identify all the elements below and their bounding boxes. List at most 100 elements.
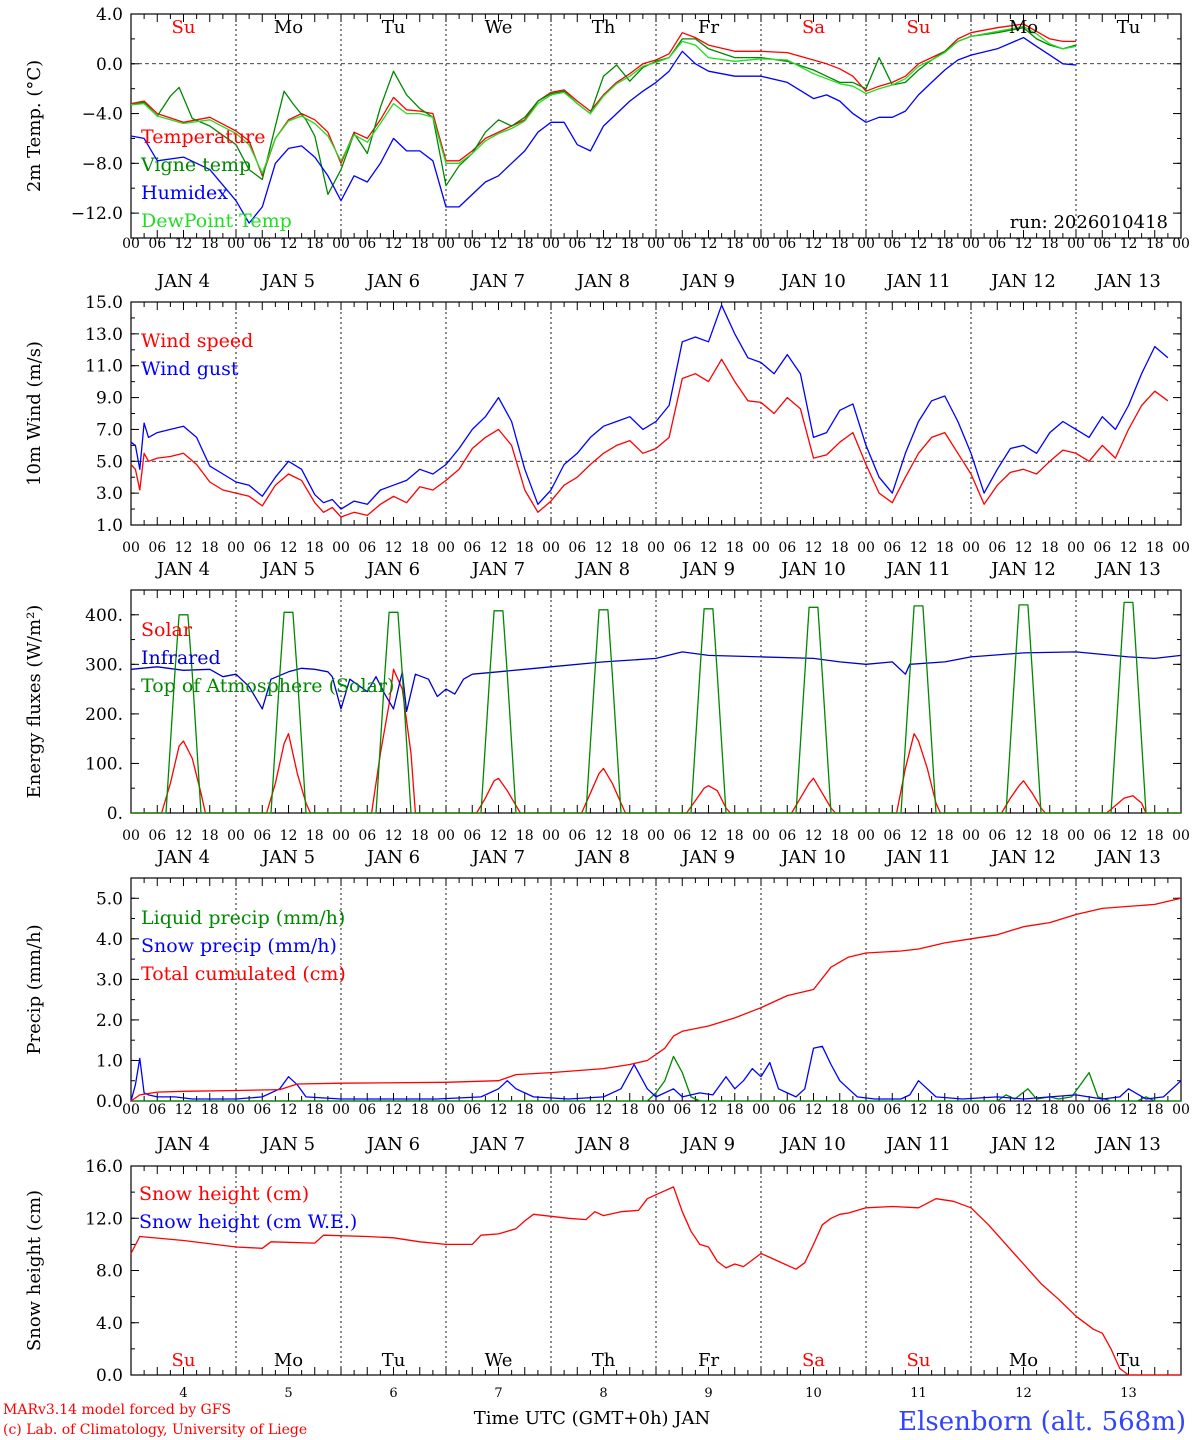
- y-tick-label: 5.0: [96, 452, 123, 472]
- hour-tick-label: 06: [568, 828, 586, 844]
- y-tick-label: −4.0: [82, 105, 123, 125]
- day-label: JAN 8: [575, 1134, 630, 1155]
- hour-tick-label: 12: [1015, 540, 1033, 556]
- hour-tick-label: 00: [227, 540, 245, 556]
- y-tick-label: 4.0: [96, 930, 123, 950]
- hour-tick-label: 12: [280, 540, 298, 556]
- hour-tick-label: 18: [306, 236, 324, 252]
- hour-tick-label: 06: [988, 828, 1006, 844]
- day-label: JAN 10: [779, 1134, 846, 1155]
- hour-tick-label: 00: [332, 236, 350, 252]
- y-tick-label: 12.0: [85, 1209, 123, 1229]
- panel-1: 4.0 0.0 −4.0 −8.0 −12.0 2m Temp. (°C) Temperat…: [24, 5, 1190, 292]
- day-label: JAN 5: [260, 559, 315, 580]
- hour-tick-label: 00: [647, 540, 665, 556]
- legend-entry: Top of Atmosphere (Solar): [141, 675, 394, 697]
- weekday-label: Tu: [1117, 1350, 1141, 1371]
- hour-tick-label: 00: [1067, 540, 1085, 556]
- credit-line-2: (c) Lab. of Climatology, University of L…: [3, 1422, 307, 1438]
- hour-tick-label: 12: [280, 828, 298, 844]
- hour-tick-label: 00: [962, 828, 980, 844]
- hour-tick-label: 06: [883, 828, 901, 844]
- hour-tick-label: 00: [647, 828, 665, 844]
- hour-tick-label: 12: [595, 236, 613, 252]
- legend-entry: Wind gust: [141, 358, 239, 380]
- weekday-label: Tu: [1117, 17, 1141, 38]
- legend-entry: Temperature: [141, 126, 265, 148]
- series-line: [130, 651, 1182, 713]
- legend-entry: Snow height (cm): [139, 1183, 309, 1205]
- day-label: JAN 7: [470, 847, 525, 868]
- hour-tick-label: 18: [936, 236, 954, 252]
- series-line: [130, 36, 1077, 224]
- y-tick-label: 2.0: [96, 1011, 123, 1031]
- hour-tick-label: 06: [253, 1102, 271, 1118]
- hour-tick-label: 12: [490, 1102, 508, 1118]
- hour-tick-label: 00: [227, 1102, 245, 1118]
- day-number: 5: [284, 1386, 292, 1401]
- day-label: JAN 5: [260, 1134, 315, 1155]
- hour-tick-label: 12: [385, 828, 403, 844]
- hour-tick-label: 12: [1015, 828, 1033, 844]
- y-tick-label: 4.0: [96, 1314, 123, 1334]
- hour-tick-label: 06: [988, 540, 1006, 556]
- day-label: JAN 4: [155, 271, 210, 292]
- day-label: JAN 11: [884, 271, 951, 292]
- legend-entry: Liquid precip (mm/h): [141, 907, 345, 929]
- y-axis-title: 10m Wind (m/s): [24, 341, 45, 486]
- y-tick-label: 300.: [85, 655, 123, 675]
- weekday-label: Mo: [1009, 1350, 1038, 1371]
- day-label: JAN 13: [1094, 1134, 1161, 1155]
- hour-tick-label: 00: [752, 236, 770, 252]
- hour-tick-label: 12: [1120, 828, 1138, 844]
- hour-tick-label: 00: [962, 1102, 980, 1118]
- series-line: [130, 25, 1077, 174]
- day-label: JAN 4: [155, 1134, 210, 1155]
- hour-tick-label: 00: [437, 828, 455, 844]
- hour-tick-label: 06: [1093, 1102, 1111, 1118]
- hour-tick-label: 12: [490, 828, 508, 844]
- hour-tick-label: 18: [936, 1102, 954, 1118]
- day-label: JAN 6: [365, 271, 420, 292]
- day-label: JAN 8: [575, 847, 630, 868]
- hour-tick-label: 06: [778, 540, 796, 556]
- day-label: JAN 6: [365, 559, 420, 580]
- y-tick-label: 5.0: [96, 889, 123, 909]
- y-tick-label: −8.0: [82, 154, 123, 174]
- day-label: JAN 12: [989, 847, 1056, 868]
- hour-tick-label: 18: [306, 828, 324, 844]
- hour-tick-label: 12: [175, 1102, 193, 1118]
- day-label: JAN 10: [779, 559, 846, 580]
- y-axis-title: Snow height (cm): [24, 1190, 45, 1351]
- hour-tick-label: 00: [332, 540, 350, 556]
- hour-tick-label: 00: [332, 828, 350, 844]
- day-label: JAN 10: [779, 271, 846, 292]
- hour-tick-label: 06: [883, 540, 901, 556]
- day-number: 11: [910, 1386, 927, 1401]
- y-tick-label: 15.0: [85, 293, 123, 313]
- y-tick-label: 3.0: [96, 970, 123, 990]
- y-tick-label: 0.: [107, 804, 123, 824]
- hour-tick-label: 00: [1172, 1102, 1190, 1118]
- day-label: JAN 11: [884, 847, 951, 868]
- day-label: JAN 6: [365, 1134, 420, 1155]
- hour-tick-label: 00: [1172, 236, 1190, 252]
- panel-5: 16.0 12.0 8.0 4.0 0.0 Snow height (cm) Snow he…: [24, 1157, 1182, 1401]
- hour-tick-label: 00: [857, 1102, 875, 1118]
- day-label: JAN 6: [365, 847, 420, 868]
- series-line: [130, 304, 1169, 510]
- hour-tick-label: 18: [1146, 1102, 1164, 1118]
- day-label: JAN 10: [779, 847, 846, 868]
- hour-tick-label: 06: [778, 1102, 796, 1118]
- y-tick-label: 400.: [85, 606, 123, 626]
- hour-tick-label: 00: [122, 540, 140, 556]
- hour-tick-label: 18: [201, 540, 219, 556]
- hour-tick-label: 18: [516, 236, 534, 252]
- legend-entry: Solar: [141, 619, 193, 641]
- day-label: JAN 9: [680, 847, 735, 868]
- hour-tick-label: 06: [568, 1102, 586, 1118]
- hour-tick-label: 06: [463, 828, 481, 844]
- day-label: JAN 8: [575, 559, 630, 580]
- y-tick-label: 200.: [85, 705, 123, 725]
- legend-entry: Infrared: [141, 647, 221, 669]
